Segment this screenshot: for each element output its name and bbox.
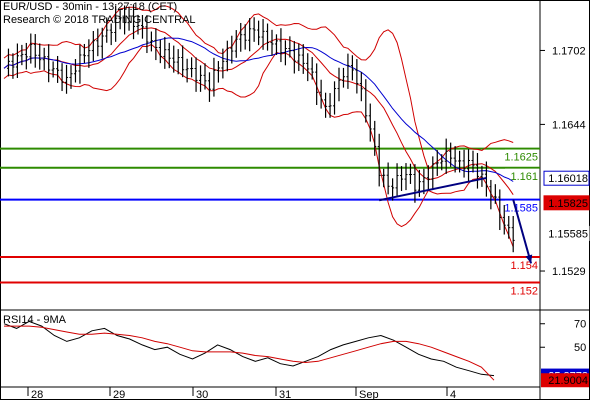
level-label-bg <box>505 283 539 297</box>
level-label: 1.161 <box>510 171 538 183</box>
level-label-bg <box>505 149 539 163</box>
y-tick-label: 1.1644 <box>552 119 586 131</box>
rsi-title: RSI14 - 9MA <box>3 314 67 326</box>
x-tick-label: 31 <box>279 389 291 400</box>
rsi-series-line <box>4 325 495 381</box>
price-box-label: 1.16018 <box>548 173 588 185</box>
level-label: 1.1585 <box>504 203 538 215</box>
rsi-value-label: 21.9004 <box>548 375 588 387</box>
price-box <box>543 170 590 186</box>
y-tick-label: 1.1702 <box>552 45 586 57</box>
copyright-label: Research © 2018 TRADING CENTRAL <box>3 14 196 26</box>
rsi-y-tick-label: 70 <box>574 319 586 331</box>
price-box <box>543 225 590 241</box>
rsi-y-tick-label: 50 <box>574 342 586 354</box>
price-box <box>543 195 590 211</box>
projection-arrowhead <box>525 254 533 264</box>
x-tick-label: 28 <box>31 389 43 400</box>
x-tick-label: 4 <box>450 389 456 400</box>
x-tick-label: 30 <box>196 389 208 400</box>
y-tick-label: 1.1529 <box>552 266 586 278</box>
trendline <box>378 176 487 202</box>
level-label-bg <box>505 168 539 182</box>
level-label: 1.154 <box>510 260 538 272</box>
level-label: 1.152 <box>510 286 538 298</box>
projection-arrow <box>512 199 533 264</box>
x-tick-label: 29 <box>113 389 125 400</box>
chart-title: EUR/USD - 30min - 13:27:18 (CET) <box>3 1 178 13</box>
level-label: 1.1625 <box>504 152 538 164</box>
x-tick-label: Sep <box>359 389 379 400</box>
price-box-label: 1.15585 <box>548 228 588 240</box>
rsi-series-line <box>3 320 495 377</box>
rsi-value-box <box>541 373 589 388</box>
price-box-label: 1.15825 <box>548 198 588 210</box>
